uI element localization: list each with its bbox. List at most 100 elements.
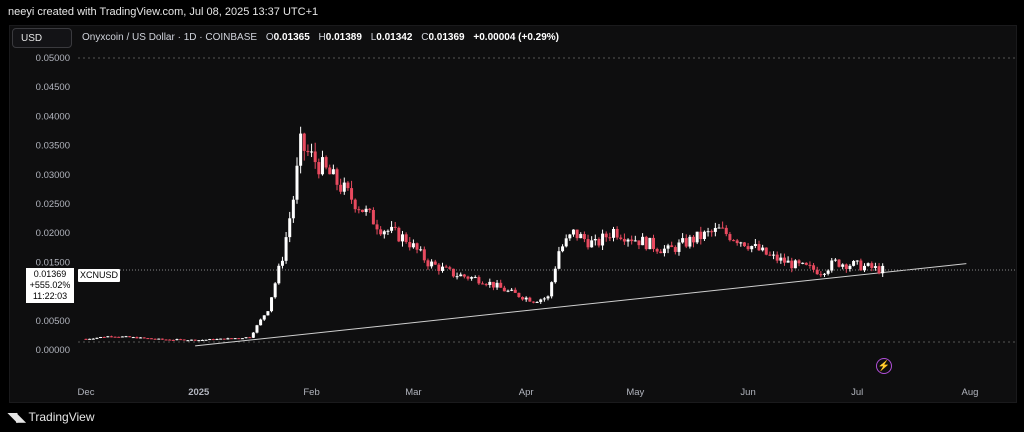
candle-body [230,338,234,340]
candle-body [681,238,685,243]
candle-body [415,243,419,250]
candle-body [866,263,870,266]
x-tick-label: Mar [405,387,421,398]
candle-body [524,297,528,300]
candle-body [382,231,386,235]
candle-body [88,338,92,340]
candle-body [404,234,408,243]
attribution-text: neeyi created with TradingView.com, Jul … [8,6,319,18]
candle-body [237,338,241,340]
candle-body [142,337,146,339]
candle-body [375,224,379,230]
candle-body [164,339,168,341]
candle-body [808,264,812,266]
candle-body [848,265,852,269]
candle-body [204,339,208,341]
candle-body [873,266,877,268]
candle-body [757,244,761,251]
candle-body [128,336,132,338]
candle-body [782,257,786,263]
candle-body [593,239,597,241]
currency-button[interactable]: USD [12,28,72,48]
candle-body [710,231,714,233]
candle-body [601,233,605,246]
y-tick-label: 0.01500 [36,257,70,268]
candle-body [422,249,426,261]
candle-body [553,268,557,283]
y-tick-label: 0.02500 [36,199,70,210]
candle-body [528,297,532,302]
candle-body [677,242,681,252]
candle-body [277,265,281,284]
bar-countdown: 11:22:03 [32,291,68,301]
candle-body [702,231,706,240]
candle-body [597,239,601,246]
candle-body [408,242,412,248]
candle-body [753,244,757,247]
candle-body [484,284,488,286]
brand-name: TradingView [28,410,95,424]
candle-body [291,199,295,219]
y-tick-label: 0.03500 [36,141,70,152]
candle-body [146,338,150,340]
candle-body [786,260,790,263]
candle-body [579,234,583,239]
candle-body [717,227,721,229]
candle-body [106,336,110,338]
footer-brand[interactable]: ◥◣ TradingView [8,410,95,424]
candle-body [109,336,113,338]
candle-body [775,254,779,261]
candle-body [819,274,823,276]
change-percent: +555.02% [29,280,71,290]
candle-body [186,340,190,342]
candle-body [113,336,117,338]
candle-body [353,199,357,210]
candle-body [491,281,495,288]
candle-body [837,259,841,267]
candle-body [160,338,164,340]
candle-body [179,339,183,341]
legend-open-value: 0.01365 [273,32,310,43]
trend-line [195,263,967,347]
candle-body [411,243,415,248]
tradingview-logo-icon: ◥◣ [8,410,25,424]
candle-body [335,169,339,185]
candle-body [197,340,201,342]
candle-body [346,182,350,189]
candle-body [320,157,324,175]
candle-body [586,239,590,248]
x-tick-label: Feb [303,387,319,398]
candle-body [371,209,375,225]
candle-body [313,151,317,163]
candle-body [517,292,521,298]
top-bar: neeyi created with TradingView.com, Jul … [0,0,1024,24]
candle-body [135,337,139,339]
candle-body [390,226,394,231]
legend-high-label: H [318,32,326,43]
candle-body [451,268,455,277]
candle-body [571,229,575,235]
x-tick-label: Dec [78,387,95,398]
candle-body [506,290,510,292]
legend-title: Onyxcoin / US Dollar · 1D · COINBASE [82,32,258,43]
candle-body [732,240,736,242]
legend-close-label: C [421,32,429,43]
candle-body [324,157,328,168]
candle-body [863,265,867,271]
candle-body [608,237,612,239]
candle-body [302,133,306,151]
candle-body [510,289,514,291]
y-tick-label: 0.00500 [36,316,70,327]
candle-body [189,339,193,341]
candle-body [171,339,175,341]
candle-body [193,339,197,341]
candle-body [342,182,346,192]
candle-body [153,338,157,340]
lightning-icon[interactable]: ⚡ [876,358,892,374]
candle-body [400,234,404,242]
candle-body [590,240,594,248]
candle-body [648,237,652,250]
x-tick-label: 2025 [188,387,210,398]
candle-body [772,254,776,256]
